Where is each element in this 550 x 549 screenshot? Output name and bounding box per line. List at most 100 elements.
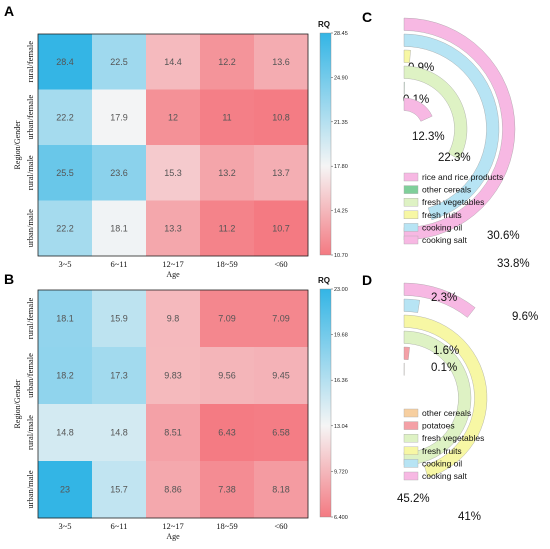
heatmap-cell-label: 28.4	[56, 57, 74, 67]
heatmap-cell-label: 14.4	[164, 57, 182, 67]
x-tick-label: <60	[274, 521, 287, 531]
heatmap-cell-label: 18.2	[56, 371, 74, 381]
heatmap-cell-label: 23	[60, 485, 70, 495]
x-axis-label: Age	[166, 270, 180, 279]
x-tick-label: 12~17	[162, 521, 184, 531]
heatmap-cell-label: 18.1	[56, 314, 74, 324]
panel-letter-a: A	[4, 3, 14, 19]
y-tick-label: rural/female	[25, 298, 35, 340]
radial-bar-value-label: 2.3%	[431, 292, 457, 304]
heatmap-cell	[146, 200, 201, 257]
heatmap-cell	[146, 290, 201, 348]
heatmap-cell	[38, 89, 93, 146]
legend-label: cooking salt	[422, 471, 468, 481]
legend-label: fresh fruits	[422, 210, 462, 220]
heatmap-cell	[92, 461, 147, 519]
y-tick-label: urban/female	[25, 353, 35, 398]
heatmap-cell-label: 11	[222, 112, 231, 122]
heatmap-cell-label: 9.45	[272, 371, 290, 381]
heatmap-cell	[146, 347, 201, 405]
heatmap-cell	[254, 461, 309, 519]
heatmap-cell-label: 13.6	[272, 57, 290, 67]
colorbar-tick-label: 16.36	[334, 378, 348, 384]
heatmap-cell	[38, 200, 93, 257]
heatmap-cell-label: 8.51	[164, 428, 182, 438]
x-tick-label: 6~11	[110, 259, 127, 269]
legend-label: other cereals	[422, 185, 471, 195]
heatmap-cell-label: 13.2	[218, 168, 236, 178]
heatmap-border	[37, 33, 309, 257]
heatmap-border	[37, 289, 309, 519]
legend-swatch	[403, 210, 419, 220]
heatmap-a: 28.4 22.5 14.4 12.2 13.6 22.2 17.9 12 11 10.8 25.5…	[13, 20, 348, 279]
colorbar-tick-label: 10.70	[334, 253, 348, 259]
colorbar-title: RQ	[318, 20, 330, 29]
heatmap-cell-label: 22.2	[56, 112, 74, 122]
heatmap-cell-label: 25.5	[56, 168, 74, 178]
colorbar-tick-label: 14.25	[334, 209, 348, 215]
x-tick-label: 3~5	[58, 521, 71, 531]
heatmap-cell	[92, 145, 147, 201]
colorbar-tick-label: 6.400	[334, 515, 348, 521]
heatmap-cell	[146, 145, 201, 201]
radial-bar-value-label: 41%	[458, 511, 481, 523]
heatmap-cell	[146, 461, 201, 519]
x-tick-label: 6~11	[110, 521, 127, 531]
x-axis-label: Age	[166, 532, 180, 541]
legend-label: cooking oil	[422, 458, 462, 468]
heatmap-cell	[254, 34, 309, 90]
heatmap-cell-label: 8.18	[272, 485, 290, 495]
colorbar-title: RQ	[318, 276, 330, 285]
radial-bar-value-label: 0.1%	[431, 362, 457, 374]
heatmap-cell	[38, 145, 93, 201]
y-tick-label: rural/male	[25, 155, 35, 190]
legend-swatch	[403, 223, 419, 232]
y-axis-label: Region/Gender	[13, 379, 22, 428]
heatmap-cell	[146, 404, 201, 462]
heatmap-cell-label: 23.6	[110, 168, 128, 178]
x-tick-label: <60	[274, 259, 287, 269]
heatmap-cell-label: 9.8	[167, 314, 180, 324]
heatmap-cell-label: 8.86	[164, 485, 182, 495]
heatmap-cell-label: 7.38	[218, 485, 236, 495]
heatmap-cell	[254, 290, 309, 348]
radial-bar-cooking-oil	[403, 298, 420, 313]
heatmap-cell	[200, 34, 255, 90]
heatmap-cell-label: 6.43	[218, 428, 236, 438]
legend-label: fresh fruits	[422, 446, 462, 456]
colorbar-tick-label: 13.04	[334, 424, 348, 430]
heatmap-cell-label: 22.5	[110, 57, 128, 67]
legend-label: potatoes	[422, 421, 455, 431]
heatmap-cell	[92, 404, 147, 462]
heatmap-cell	[200, 404, 255, 462]
heatmap-cell	[38, 290, 93, 348]
heatmap-cell	[146, 89, 201, 146]
radial-bar-value-label: 9.6%	[512, 311, 538, 323]
heatmap-cell	[200, 89, 255, 146]
legend-swatch	[403, 197, 419, 207]
radial-bar-fresh-fruits	[403, 314, 488, 478]
heatmap-b: 18.1 15.9 9.8 7.09 7.09 18.2 17.3 9.83 9.56 9.45 1…	[13, 276, 348, 541]
radial-bar-value-label: 1.6%	[433, 345, 459, 357]
heatmap-cell-label: 12.2	[218, 57, 236, 67]
heatmap-cell	[254, 89, 309, 146]
legend-label: cooking oil	[422, 222, 462, 232]
heatmap-cell	[38, 347, 93, 405]
heatmap-cell	[254, 200, 309, 257]
colorbar-tick-label: 9.720	[334, 469, 348, 475]
legend-swatch	[403, 185, 419, 194]
radial-bar-value-label: 45.2%	[397, 493, 430, 505]
y-tick-label: rural/male	[25, 415, 35, 450]
heatmap-cell	[92, 89, 147, 146]
heatmap-cell-label: 13.3	[164, 223, 182, 233]
x-tick-label: 18~59	[216, 521, 238, 531]
heatmap-cell	[38, 404, 93, 462]
heatmap-cell	[254, 404, 309, 462]
heatmap-cell-label: 14.8	[56, 428, 74, 438]
heatmap-cell	[200, 145, 255, 201]
radial-bar-cooking-oil	[403, 33, 500, 221]
heatmap-cell	[146, 34, 201, 90]
radial-bar-value-label: 12.3%	[412, 131, 445, 143]
heatmap-cell-label: 7.09	[218, 314, 236, 324]
